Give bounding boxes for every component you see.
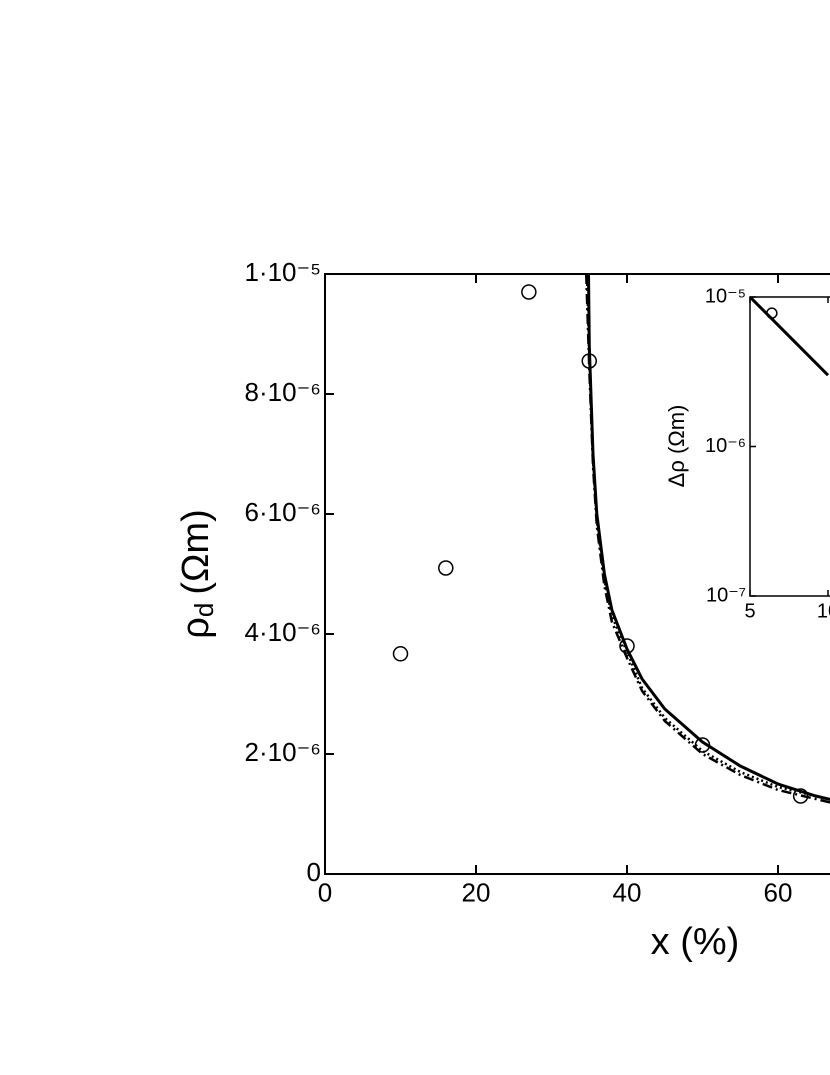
data-point bbox=[438, 560, 454, 576]
curve bbox=[584, 274, 830, 804]
plot-frame bbox=[324, 273, 830, 875]
y-tick-label: 10⁻⁷ bbox=[706, 584, 746, 606]
x-axis-label: x (%) bbox=[651, 921, 740, 963]
plot-frame bbox=[749, 296, 830, 597]
curve bbox=[585, 274, 830, 801]
x-tick-label: 20 bbox=[462, 878, 491, 908]
y-tick-label: 1·10⁻⁵ bbox=[244, 257, 321, 287]
y-tick-label: 4·10⁻⁶ bbox=[245, 617, 321, 647]
y-label-symbol: ρ bbox=[175, 617, 217, 639]
y-label-unit: (Ωm) bbox=[175, 509, 217, 594]
data-point bbox=[619, 638, 635, 654]
data-point bbox=[521, 284, 537, 300]
curve bbox=[750, 297, 830, 377]
data-point bbox=[392, 646, 409, 662]
x-tick-label: 40 bbox=[613, 878, 642, 908]
y-tick-label: 2·10⁻⁶ bbox=[245, 737, 321, 767]
y-tick-label: 0 bbox=[307, 857, 321, 887]
y-tick-label: 6·10⁻⁶ bbox=[245, 497, 321, 527]
inset-y-axis-label: Δρ (Ωm) bbox=[664, 405, 689, 488]
x-tick-label: 10 bbox=[817, 600, 830, 622]
x-tick-label: 0 bbox=[318, 878, 332, 908]
y-label-subscript: d bbox=[189, 603, 219, 617]
x-tick-label: 60 bbox=[764, 878, 793, 908]
y-tick-label: 10⁻⁵ bbox=[705, 285, 746, 307]
x-tick-label: 5 bbox=[744, 600, 755, 622]
y-tick-label: 8·10⁻⁶ bbox=[245, 377, 321, 407]
y-tick-label: 10⁻⁶ bbox=[705, 435, 746, 457]
y-axis-label: ρd (Ωm) bbox=[175, 509, 219, 638]
